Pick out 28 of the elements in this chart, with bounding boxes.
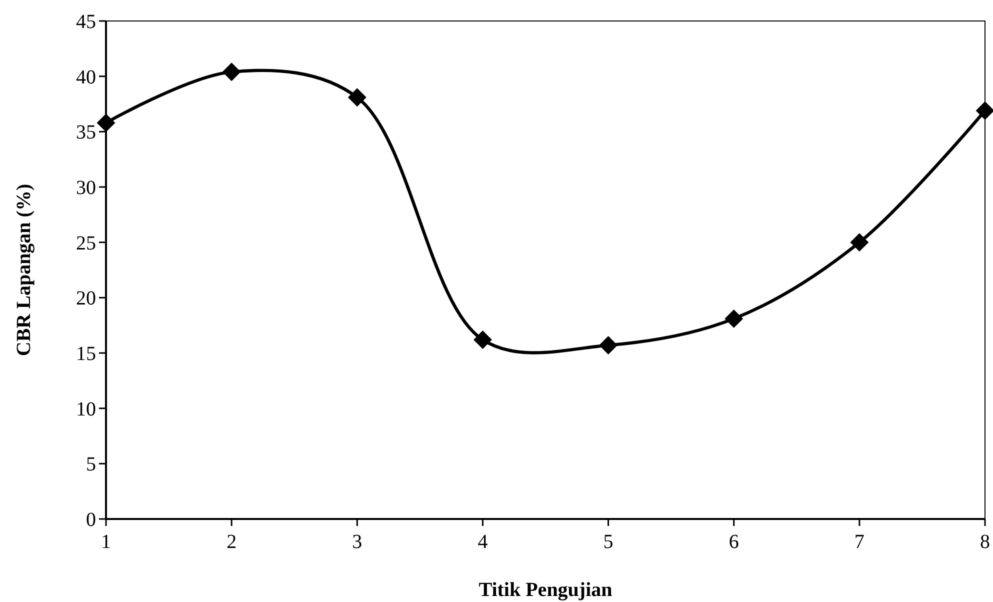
x-tick-label: 5 <box>603 531 614 553</box>
y-tick-label: 35 <box>76 122 96 144</box>
x-tick-label: 8 <box>980 531 990 553</box>
x-axis-title: Titik Pengujian <box>478 579 612 601</box>
x-tick-label: 3 <box>352 531 362 553</box>
y-tick-label: 30 <box>76 177 96 199</box>
x-tick-label: 2 <box>226 531 237 553</box>
point <box>348 88 366 107</box>
point <box>96 114 116 132</box>
point <box>222 62 241 82</box>
y-tick-label: 40 <box>76 66 96 88</box>
point <box>473 330 492 349</box>
point <box>599 336 618 354</box>
y-tick-label: 45 <box>76 11 96 33</box>
y-tick-label: 5 <box>86 454 96 476</box>
point <box>976 101 993 120</box>
x-tick-label: 4 <box>478 531 488 553</box>
y-tick-label: 25 <box>76 232 96 254</box>
y-tick-label: 0 <box>86 509 96 531</box>
x-tick-label: 6 <box>728 531 739 553</box>
x-tick-label: 1 <box>101 531 111 553</box>
y-axis-title: CBR Lapangan (%) <box>13 184 35 356</box>
y-tick-label: 10 <box>76 398 96 420</box>
x-tick-label: 7 <box>854 531 864 553</box>
point <box>850 233 869 252</box>
y-tick-label: 15 <box>76 343 96 365</box>
y-tick-label: 20 <box>76 288 96 310</box>
point <box>724 309 744 328</box>
